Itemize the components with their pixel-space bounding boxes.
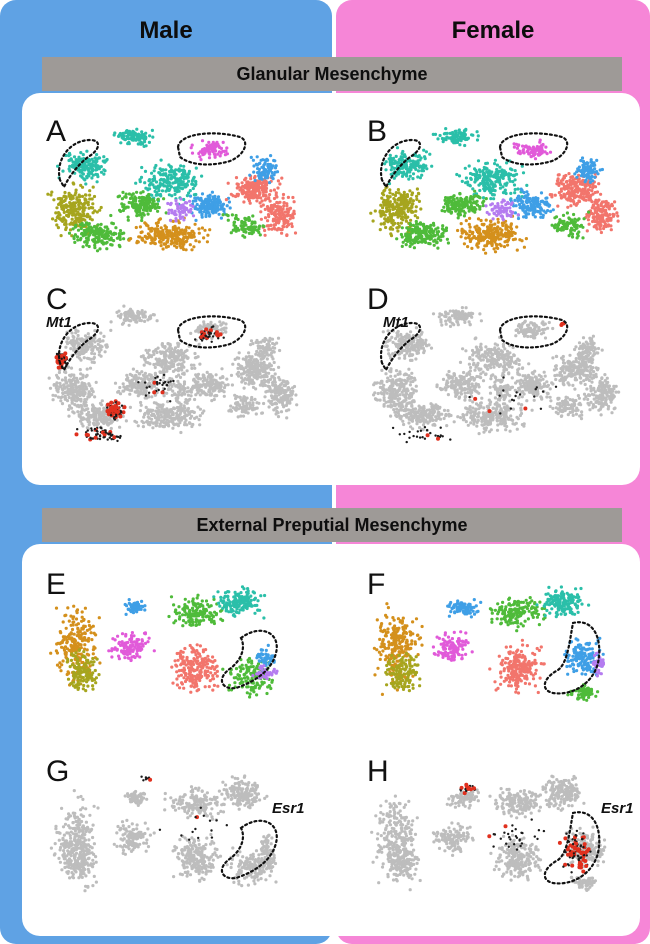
umap-points — [49, 585, 279, 699]
umap-plot-d — [372, 306, 621, 444]
highlight-outline — [220, 819, 278, 880]
umap-points — [372, 585, 605, 702]
highlight-outline — [543, 621, 601, 695]
highlight-outline — [498, 132, 569, 166]
umap-plot-g — [49, 774, 278, 893]
panel-label-a: A — [46, 115, 67, 148]
gene-label-esr1-male: Esr1 — [272, 800, 305, 817]
highlight-outline — [379, 321, 422, 373]
umap-points — [372, 306, 621, 436]
umap-plot-e — [49, 585, 279, 699]
panel-label-h: H — [367, 755, 389, 788]
gene-label-mt1-male: Mt1 — [46, 314, 72, 331]
panel-label-f: F — [367, 568, 386, 601]
gene-label-esr1-female: Esr1 — [601, 800, 634, 817]
glanular-section-header: Glanular Mesenchyme — [42, 57, 622, 91]
highlight-outline — [220, 629, 278, 690]
panel-label-g: G — [46, 755, 70, 788]
umap-points — [370, 774, 607, 892]
highlight-outline — [176, 315, 247, 349]
panel-label-d: D — [367, 283, 389, 316]
expression-points — [54, 325, 225, 443]
highlight-outline — [498, 315, 569, 349]
panel-label-b: B — [367, 115, 388, 148]
highlight-outline — [176, 132, 247, 166]
preputial-section-header: External Preputial Mesenchyme — [42, 508, 622, 542]
expression-points — [140, 775, 228, 841]
gene-label-mt1-female: Mt1 — [383, 314, 409, 331]
expression-points — [459, 782, 592, 874]
umap-plot-a — [46, 127, 298, 253]
umap-plot-f — [372, 585, 605, 702]
highlight-outline — [57, 321, 100, 373]
panel-label-c: C — [46, 283, 68, 316]
highlight-outline — [57, 138, 100, 190]
umap-points — [46, 127, 298, 253]
umap-plot-c — [47, 304, 299, 443]
umap-points — [47, 304, 299, 435]
highlight-outline — [543, 811, 601, 885]
umap-points — [369, 127, 620, 255]
female-column-title: Female — [451, 17, 535, 44]
highlight-outline — [379, 138, 422, 190]
expression-points — [391, 321, 566, 444]
panel-label-e: E — [46, 568, 67, 601]
umap-plot-h — [370, 774, 607, 892]
umap-plot-b — [369, 127, 620, 255]
male-column-title: Male — [139, 17, 193, 44]
